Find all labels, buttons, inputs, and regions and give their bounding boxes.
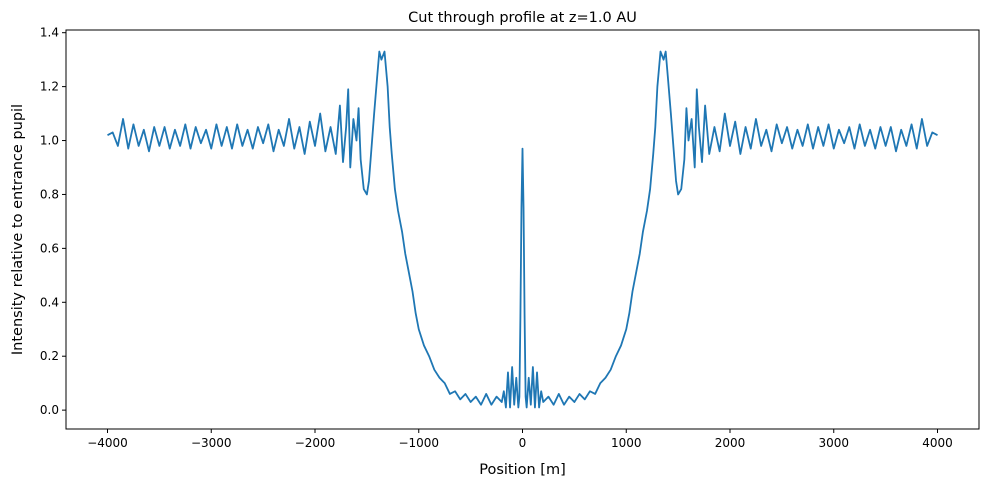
y-axis: 0.0 0.2 0.4 0.6 0.8 1.0 1.2 1.4 [40, 26, 66, 417]
y-tick-label: 1.0 [40, 134, 59, 148]
y-axis-label: Intensity relative to entrance pupil [10, 104, 26, 355]
x-tick-label: 2000 [715, 436, 746, 450]
x-axis: −4000 −3000 −2000 −1000 0 1000 2000 3000 4000 [87, 429, 953, 450]
y-tick-label: 0.4 [40, 295, 59, 309]
series-line-0 [107, 50, 938, 409]
x-tick-label: −4000 [87, 436, 128, 450]
x-tick-label: 1000 [611, 436, 642, 450]
y-tick-label: 0.6 [40, 241, 59, 255]
x-axis-label: Position [m] [479, 462, 566, 478]
y-tick-label: 0.8 [40, 187, 59, 201]
y-tick-label: 0.0 [40, 403, 59, 417]
x-tick-label: −1000 [398, 436, 439, 450]
x-tick-label: 3000 [818, 436, 849, 450]
x-tick-label: 0 [519, 436, 527, 450]
y-tick-label: 0.2 [40, 349, 59, 363]
x-tick-label: −3000 [191, 436, 232, 450]
plot-area [65, 29, 980, 430]
y-tick-label: 1.2 [40, 80, 59, 94]
x-tick-label: 4000 [922, 436, 953, 450]
plot-frame [65, 29, 980, 430]
x-tick-label: −2000 [295, 436, 336, 450]
y-tick-label: 1.4 [40, 26, 59, 40]
chart-title: Cut through profile at z=1.0 AU [408, 10, 637, 26]
